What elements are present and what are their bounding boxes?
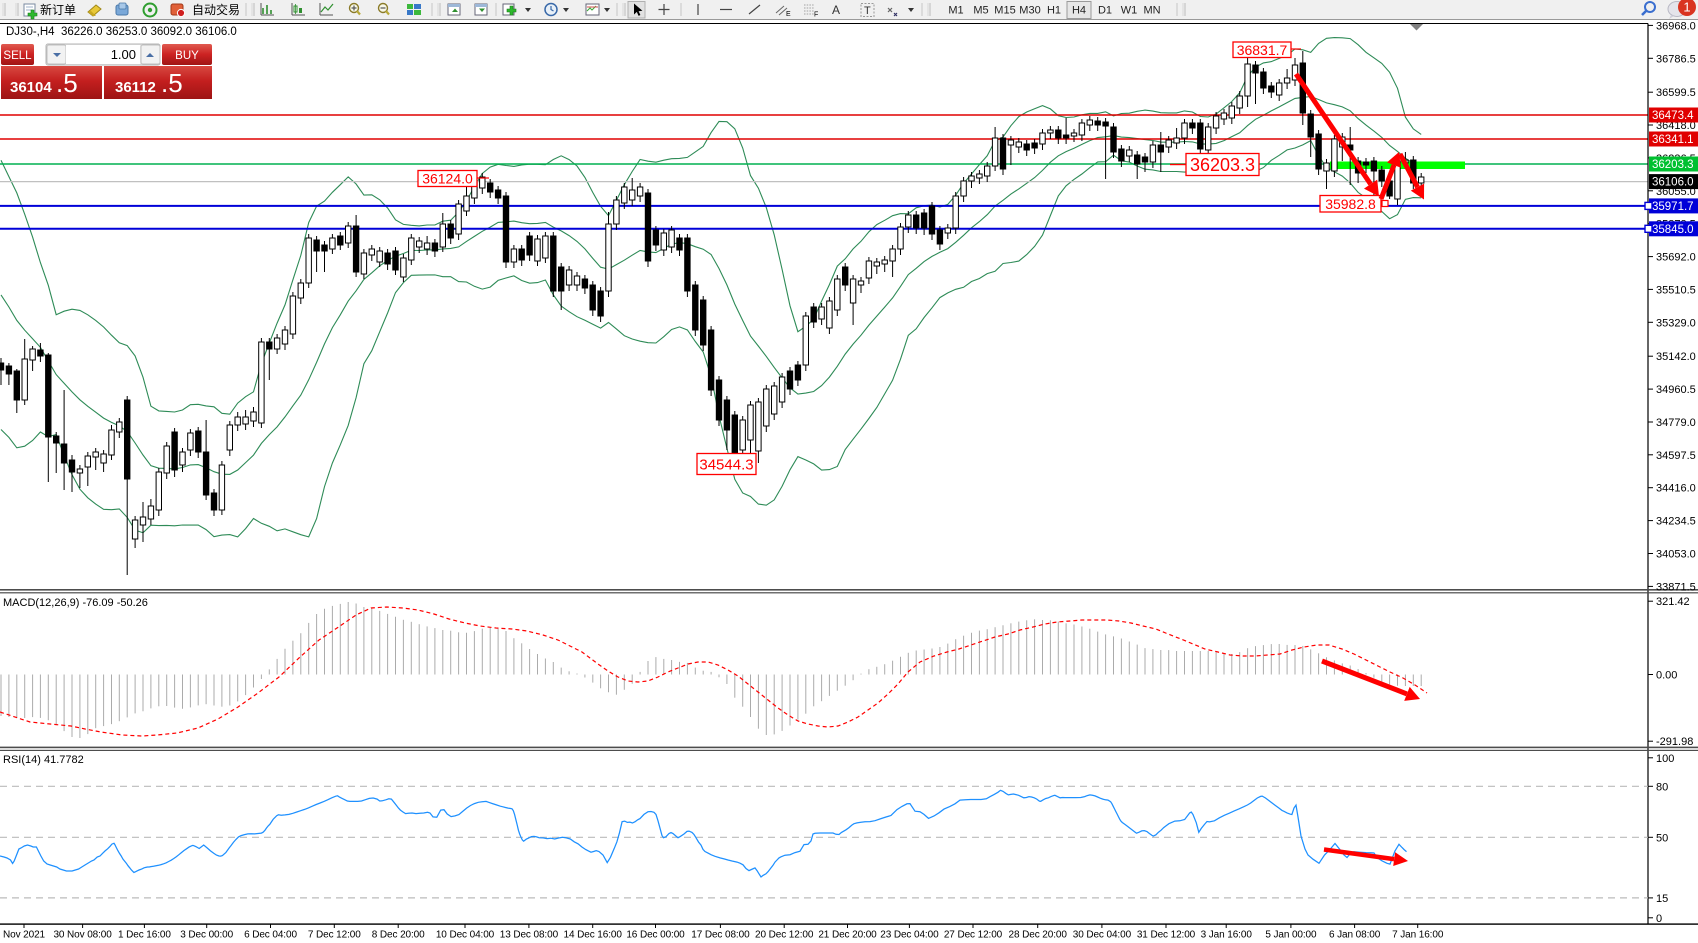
svg-text:36104: 36104 [10,79,52,96]
svg-text:36418.0: 36418.0 [1656,120,1696,132]
svg-text:35982.8: 35982.8 [1325,196,1376,212]
svg-text:34234.5: 34234.5 [1656,516,1696,528]
svg-text:35142.0: 35142.0 [1656,351,1696,363]
svg-text:20 Dec 12:00: 20 Dec 12:00 [755,930,814,941]
svg-text:36786.5: 36786.5 [1656,53,1696,65]
svg-text:MN: MN [1143,5,1160,17]
svg-text:8 Dec 20:00: 8 Dec 20:00 [372,930,425,941]
svg-text:50: 50 [1656,832,1668,844]
svg-text:36968.0: 36968.0 [1656,20,1696,32]
svg-text:D1: D1 [1098,5,1112,17]
svg-text:21 Dec 20:00: 21 Dec 20:00 [818,930,877,941]
svg-text:3 Jan 16:00: 3 Jan 16:00 [1201,930,1253,941]
svg-text:28 Dec 20:00: 28 Dec 20:00 [1009,930,1068,941]
svg-text:RSI(14) 41.7782: RSI(14) 41.7782 [3,754,84,766]
svg-text:5 Jan 00:00: 5 Jan 00:00 [1265,930,1317,941]
svg-text:13 Dec 08:00: 13 Dec 08:00 [500,930,559,941]
svg-text:35510.5: 35510.5 [1656,284,1696,296]
svg-text:80: 80 [1656,781,1668,793]
svg-text:A: A [832,3,840,17]
svg-text:新订单: 新订单 [40,2,76,17]
svg-text:15: 15 [1656,893,1668,905]
svg-text:35692.0: 35692.0 [1656,252,1696,264]
svg-text:100: 100 [1656,753,1674,765]
svg-text:35971.7: 35971.7 [1652,201,1694,213]
svg-text:36473.4: 36473.4 [1652,110,1694,122]
svg-text:34544.3: 34544.3 [699,456,753,473]
svg-text:7 Jan 16:00: 7 Jan 16:00 [1392,930,1444,941]
svg-text:7 Dec 12:00: 7 Dec 12:00 [308,930,361,941]
svg-text:MACD(12,26,9) -76.09 -50.26: MACD(12,26,9) -76.09 -50.26 [3,597,148,609]
svg-text:36112: 36112 [115,79,156,96]
svg-text:BUY: BUY [175,50,199,62]
svg-text:H4: H4 [1072,5,1086,17]
svg-text:34053.0: 34053.0 [1656,549,1696,561]
svg-text:1 Dec 16:00: 1 Dec 16:00 [118,930,171,941]
svg-text:1.00: 1.00 [111,47,136,62]
svg-text:E: E [786,11,791,18]
svg-text:30 Dec 04:00: 30 Dec 04:00 [1073,930,1132,941]
svg-text:M5: M5 [973,5,988,17]
svg-text:14 Dec 16:00: 14 Dec 16:00 [564,930,623,941]
svg-text:34960.5: 34960.5 [1656,384,1696,396]
svg-text:1: 1 [1683,0,1690,15]
svg-text:36106.0: 36106.0 [1652,177,1694,189]
svg-text:T: T [864,5,871,17]
svg-text:36203.3: 36203.3 [1190,155,1255,175]
svg-text:36831.7: 36831.7 [1237,42,1288,58]
svg-text:M30: M30 [1019,5,1040,17]
svg-text:35329.0: 35329.0 [1656,317,1696,329]
svg-text:321.42: 321.42 [1656,596,1690,608]
svg-text:36341.1: 36341.1 [1652,134,1694,146]
svg-text:SELL: SELL [3,50,32,62]
svg-text:36124.0: 36124.0 [422,171,473,187]
svg-text:F: F [814,12,818,19]
svg-text:M1: M1 [948,5,963,17]
svg-text:W1: W1 [1121,5,1138,17]
svg-text:31 Dec 12:00: 31 Dec 12:00 [1137,930,1196,941]
svg-text:6 Jan 08:00: 6 Jan 08:00 [1329,930,1381,941]
svg-text:M15: M15 [994,5,1015,17]
svg-text:34416.0: 34416.0 [1656,483,1696,495]
svg-text:自动交易: 自动交易 [192,2,240,17]
svg-text:35845.0: 35845.0 [1652,224,1694,236]
svg-text:23 Dec 04:00: 23 Dec 04:00 [880,930,939,941]
svg-text:10 Dec 04:00: 10 Dec 04:00 [436,930,495,941]
svg-text:.5: .5 [161,68,183,98]
svg-text:DJ30-,H4 36226.0 36253.0 3609: DJ30-,H4 36226.0 36253.0 36092.0 36106.0 [6,26,237,38]
svg-text:34597.5: 34597.5 [1656,450,1696,462]
svg-text:34779.0: 34779.0 [1656,417,1696,429]
svg-text:H1: H1 [1047,5,1061,17]
svg-text:36203.3: 36203.3 [1652,159,1694,171]
svg-text:33871.5: 33871.5 [1656,581,1696,593]
svg-text:.5: .5 [56,68,78,98]
svg-text:0.00: 0.00 [1656,670,1677,682]
svg-text:27 Dec 12:00: 27 Dec 12:00 [944,930,1003,941]
svg-text:17 Dec 08:00: 17 Dec 08:00 [691,930,750,941]
svg-text:16 Dec 00:00: 16 Dec 00:00 [626,930,685,941]
svg-text:6 Dec 04:00: 6 Dec 04:00 [244,930,297,941]
svg-text:36599.5: 36599.5 [1656,87,1696,99]
svg-text:0: 0 [1656,913,1662,925]
svg-text:3 Dec 00:00: 3 Dec 00:00 [180,930,233,941]
svg-text:30 Nov 08:00: 30 Nov 08:00 [53,930,112,941]
svg-text:Nov 2021: Nov 2021 [3,930,46,941]
svg-text:-291.98: -291.98 [1656,736,1693,748]
